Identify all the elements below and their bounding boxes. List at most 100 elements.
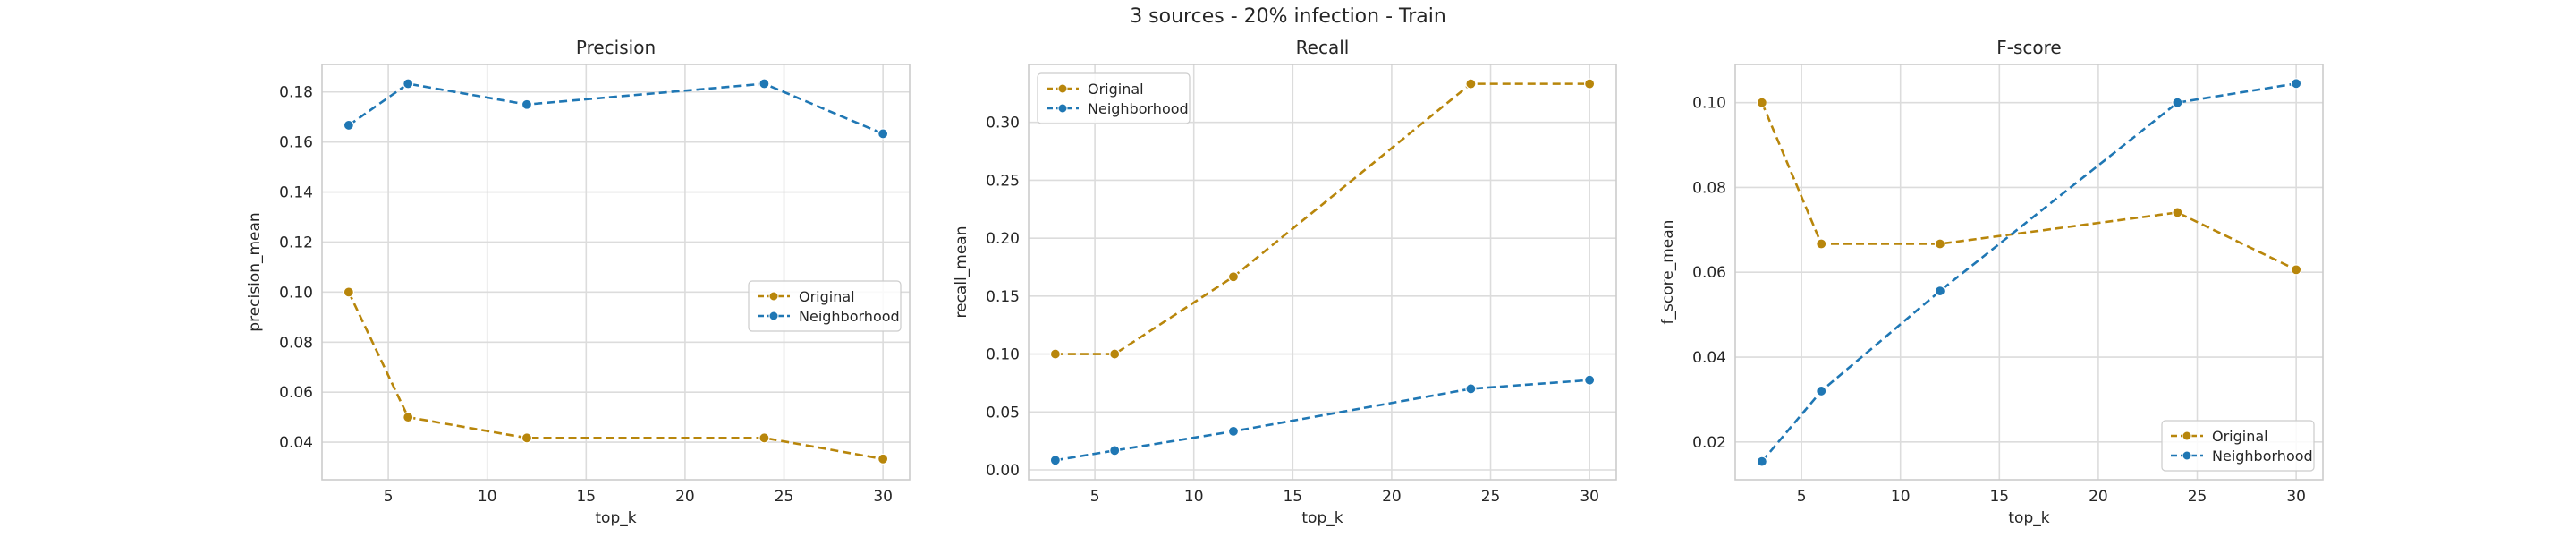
plot-frame bbox=[1028, 64, 1617, 481]
x-tick-label: 30 bbox=[1580, 488, 1599, 506]
data-point-neighborhood bbox=[877, 128, 889, 140]
series-line-neighborhood bbox=[1760, 82, 2297, 463]
plot-frame bbox=[321, 64, 911, 481]
y-tick-label: 0.08 bbox=[1692, 179, 1726, 197]
series-line-neighborhood bbox=[1055, 379, 1590, 462]
legend: Original Neighborhood bbox=[1037, 72, 1191, 124]
x-axis-label: top_k bbox=[595, 509, 636, 527]
data-point-neighborhood bbox=[402, 78, 414, 90]
y-tick-label: 0.20 bbox=[986, 230, 1020, 248]
legend-label: Original bbox=[799, 288, 855, 305]
y-tick-label: 0.12 bbox=[279, 234, 313, 251]
legend-marker bbox=[2182, 450, 2192, 461]
y-axis-label: precision_mean bbox=[246, 212, 264, 331]
legend-label: Original bbox=[1088, 81, 1144, 98]
legend-box bbox=[748, 280, 902, 332]
data-point-neighborhood bbox=[1934, 285, 1946, 297]
data-point-neighborhood bbox=[1109, 445, 1121, 456]
series-line-neighborhood bbox=[348, 82, 884, 135]
y-tick-label: 0.18 bbox=[279, 84, 313, 102]
data-point-neighborhood bbox=[758, 78, 770, 90]
data-point-original bbox=[1934, 238, 1946, 250]
y-tick-label: 0.05 bbox=[986, 404, 1020, 422]
y-tick-label: 0.25 bbox=[986, 172, 1020, 190]
y-tick-label: 0.08 bbox=[279, 334, 313, 352]
x-tick-label: 10 bbox=[1891, 488, 1911, 506]
y-axis-label: recall_mean bbox=[953, 226, 970, 319]
series-line-original bbox=[347, 291, 884, 461]
data-point-neighborhood bbox=[1227, 425, 1240, 437]
data-point-neighborhood bbox=[1584, 374, 1596, 386]
x-tick-label: 5 bbox=[1797, 488, 1807, 506]
y-tick-label: 0.10 bbox=[279, 284, 313, 302]
x-tick-label: 20 bbox=[675, 488, 695, 506]
x-tick-label: 25 bbox=[775, 488, 794, 506]
y-tick-label: 0.04 bbox=[279, 434, 313, 452]
y-tick-label: 0.06 bbox=[279, 384, 313, 402]
y-tick-label: 0.10 bbox=[1692, 95, 1726, 113]
data-point-original bbox=[402, 412, 414, 423]
y-tick-label: 0.02 bbox=[1692, 434, 1726, 452]
y-tick-label: 0.16 bbox=[279, 134, 313, 152]
y-axis-label: f_score_mean bbox=[1659, 220, 1677, 325]
y-tick-label: 0.14 bbox=[279, 184, 313, 202]
x-tick-label: 10 bbox=[478, 488, 497, 506]
y-tick-label: 0.15 bbox=[986, 288, 1020, 306]
y-tick-label: 0.30 bbox=[986, 115, 1020, 132]
panel-title: Precision bbox=[576, 37, 656, 58]
data-point-neighborhood bbox=[521, 98, 533, 110]
data-point-original bbox=[758, 432, 770, 444]
data-point-original bbox=[1756, 97, 1767, 108]
data-point-neighborhood bbox=[1816, 385, 1827, 397]
data-point-original bbox=[343, 286, 354, 298]
legend-marker bbox=[768, 311, 779, 321]
chart-panel-1: 5 10 15 20 25 30 0.00 0.05 0.10 0.15 0.20 0.25 0.30 R… bbox=[953, 37, 1617, 527]
y-tick-label: 0.10 bbox=[986, 346, 1020, 364]
figure-title: 3 sources - 20% infection - Train bbox=[1130, 5, 1446, 28]
legend-marker bbox=[1057, 83, 1068, 94]
legend-marker bbox=[2182, 430, 2192, 441]
x-tick-label: 25 bbox=[2188, 488, 2207, 506]
data-point-neighborhood bbox=[343, 119, 354, 132]
legend-box bbox=[1037, 72, 1191, 124]
legend: Original Neighborhood bbox=[2161, 420, 2315, 472]
x-tick-label: 10 bbox=[1184, 488, 1204, 506]
data-point-original bbox=[521, 432, 533, 444]
legend-label: Neighborhood bbox=[2212, 448, 2313, 465]
data-point-neighborhood bbox=[1756, 456, 1767, 467]
legend-label: Neighborhood bbox=[799, 308, 900, 325]
data-point-neighborhood bbox=[2291, 78, 2302, 90]
legend: Original Neighborhood bbox=[748, 280, 902, 332]
data-point-original bbox=[1584, 78, 1596, 90]
x-tick-label: 15 bbox=[1989, 488, 2009, 506]
chart-panel-0: 5 10 15 20 25 30 0.04 0.06 0.08 0.10 0.12 0.14 0.16 0… bbox=[246, 37, 911, 527]
data-point-original bbox=[1227, 271, 1240, 283]
series-line-original bbox=[1760, 102, 2297, 271]
legend-label: Neighborhood bbox=[1088, 100, 1189, 117]
data-point-original bbox=[1816, 238, 1827, 250]
x-tick-label: 15 bbox=[1283, 488, 1302, 506]
y-tick-label: 0.00 bbox=[986, 462, 1020, 480]
x-tick-label: 15 bbox=[576, 488, 596, 506]
legend-label: Original bbox=[2212, 428, 2268, 445]
x-tick-label: 30 bbox=[873, 488, 893, 506]
x-tick-label: 30 bbox=[2286, 488, 2306, 506]
x-tick-label: 25 bbox=[1481, 488, 1501, 506]
y-tick-label: 0.04 bbox=[1692, 349, 1726, 367]
legend-box bbox=[2161, 420, 2315, 472]
x-tick-label: 5 bbox=[1090, 488, 1100, 506]
data-point-neighborhood bbox=[1049, 455, 1061, 466]
series-line-original bbox=[1055, 82, 1590, 355]
y-tick-label: 0.06 bbox=[1692, 264, 1726, 282]
data-point-neighborhood bbox=[1465, 383, 1477, 395]
panel-title: Recall bbox=[1296, 37, 1350, 58]
panel-title: F-score bbox=[1996, 37, 2061, 58]
x-tick-label: 20 bbox=[1382, 488, 1402, 506]
plot-frame bbox=[1734, 64, 2324, 481]
data-point-neighborhood bbox=[2172, 97, 2183, 108]
x-tick-label: 20 bbox=[2089, 488, 2108, 506]
x-axis-label: top_k bbox=[2008, 509, 2049, 527]
data-point-original bbox=[877, 453, 889, 465]
x-tick-label: 5 bbox=[384, 488, 394, 506]
